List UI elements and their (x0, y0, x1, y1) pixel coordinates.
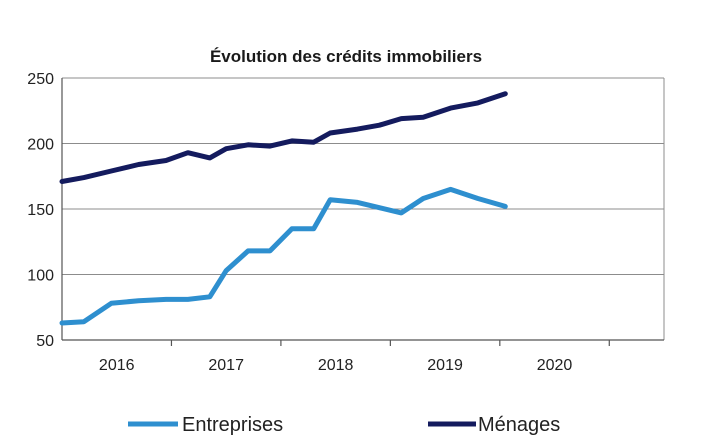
x-tick-label: 2020 (537, 357, 573, 374)
x-tick-label: 2016 (99, 357, 135, 374)
y-tick-label: 150 (27, 202, 54, 219)
x-tick-label: 2018 (318, 357, 354, 374)
grid-lines (62, 77, 664, 275)
y-tick-label: 100 (27, 268, 54, 285)
series-line-ménages (59, 91, 508, 184)
series-line-entreprises (59, 186, 508, 326)
legend: Entreprises Ménages (128, 414, 560, 436)
x-tick-label: 2019 (427, 357, 463, 374)
x-axis-tick-labels: 2016 2017 2018 2019 2020 (99, 357, 573, 374)
legend-label: Entreprises (182, 414, 283, 436)
legend-label: Ménages (478, 414, 560, 436)
y-tick-label: 250 (27, 71, 54, 88)
y-axis-tick-labels: 250 200 150 100 50 (27, 71, 54, 350)
axes (61, 78, 665, 346)
x-tick-label: 2017 (208, 357, 244, 374)
chart-title: Évolution des crédits immobiliers (210, 47, 482, 66)
y-tick-label: 50 (36, 333, 54, 350)
series-lines (59, 91, 508, 326)
y-tick-label: 200 (27, 137, 54, 154)
